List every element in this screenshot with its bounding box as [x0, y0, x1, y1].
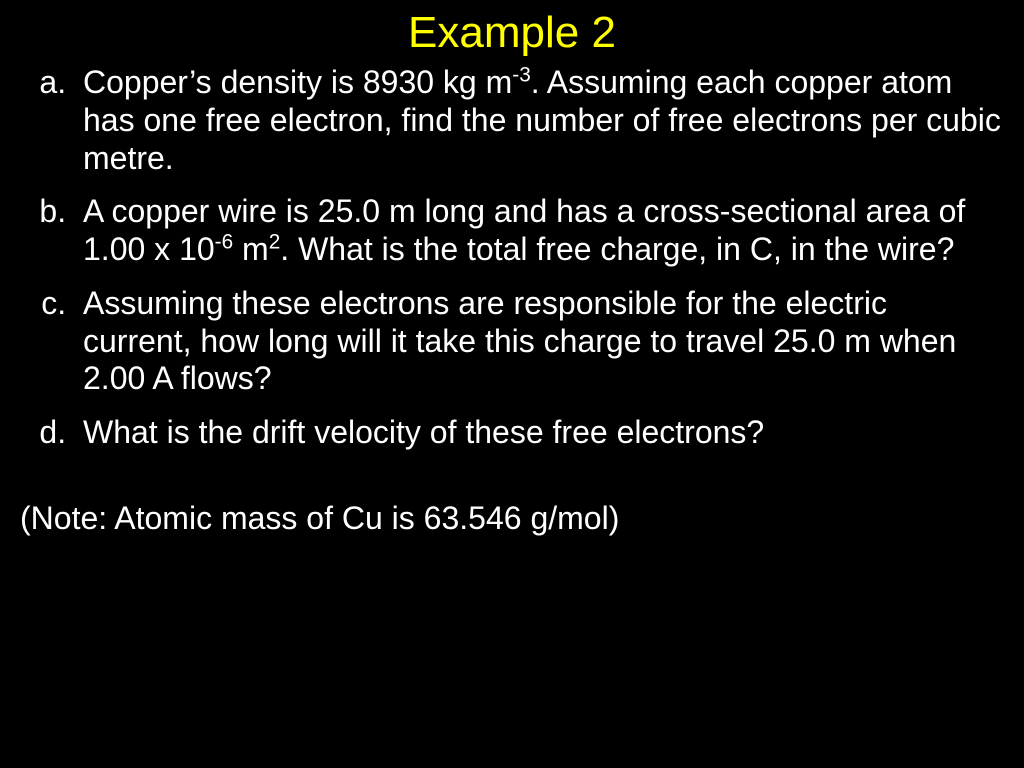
slide-title: Example 2 [20, 8, 1004, 58]
list-item: What is the drift velocity of these free… [75, 414, 1004, 452]
slide: Example 2 Copper’s density is 8930 kg m-… [0, 0, 1024, 768]
body-text: Assuming these electrons are responsible… [83, 285, 956, 397]
list-item: A copper wire is 25.0 m long and has a c… [75, 193, 1004, 269]
body-text: Copper’s density is 8930 kg m [83, 64, 512, 100]
superscript-text: -6 [215, 230, 234, 253]
superscript-text: -3 [512, 63, 531, 86]
list-item: Assuming these electrons are responsible… [75, 285, 1004, 398]
body-text: What is the drift velocity of these free… [83, 414, 764, 450]
body-text: m [233, 231, 269, 267]
footnote: (Note: Atomic mass of Cu is 63.546 g/mol… [20, 500, 1004, 538]
list-item: Copper’s density is 8930 kg m-3. Assumin… [75, 64, 1004, 177]
question-list: Copper’s density is 8930 kg m-3. Assumin… [20, 64, 1004, 452]
body-text: . What is the total free charge, in C, i… [280, 231, 954, 267]
superscript-text: 2 [269, 230, 281, 253]
